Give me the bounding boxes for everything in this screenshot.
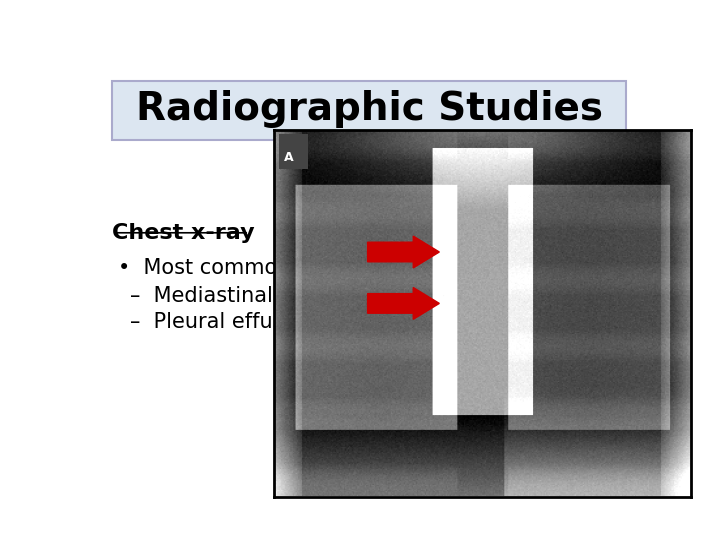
Text: •  Most common findings: • Most common findings <box>118 258 379 278</box>
Text: –  Pleural effusion: – Pleural effusion <box>130 312 315 332</box>
FancyArrow shape <box>368 236 439 268</box>
Bar <box>112 82 626 140</box>
FancyArrow shape <box>368 287 439 319</box>
Bar <box>279 134 307 169</box>
Text: A: A <box>284 151 294 164</box>
Text: Radiographic Studies: Radiographic Studies <box>135 90 603 129</box>
Text: –  Mediastinal widening: – Mediastinal widening <box>130 286 374 306</box>
Text: Chest x-ray: Chest x-ray <box>112 223 255 243</box>
